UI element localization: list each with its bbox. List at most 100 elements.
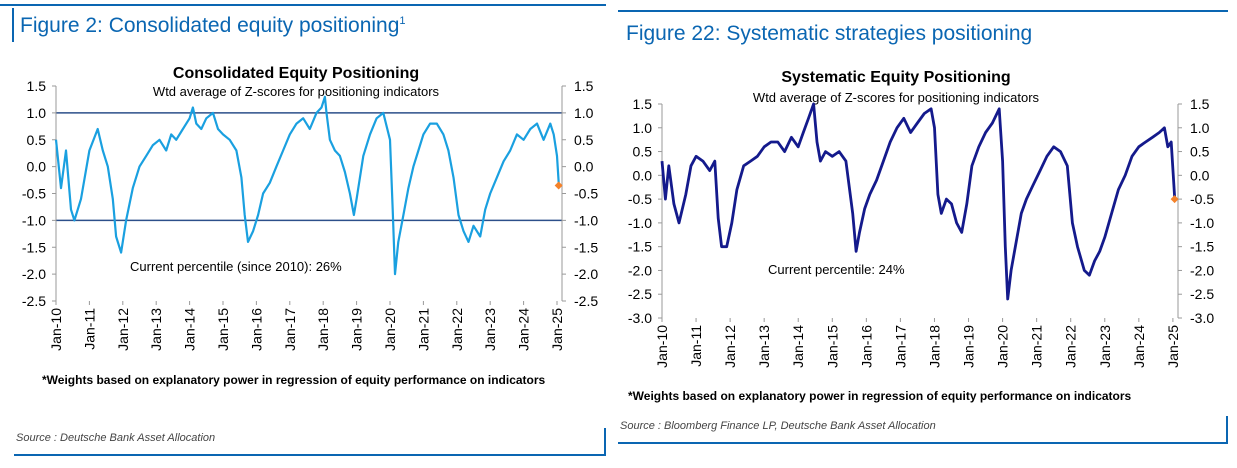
x-tick-label: Jan-21 — [1029, 325, 1045, 368]
x-tick-label: Jan-16 — [858, 325, 874, 368]
chart-subtitle: Wtd average of Z-scores for positioning … — [153, 84, 440, 99]
bottom-rule-accent — [604, 428, 606, 455]
x-tick-label: Jan-22 — [449, 308, 465, 351]
figure-title-rule — [618, 10, 1228, 12]
x-tick-label: Jan-20 — [995, 325, 1011, 368]
y-tick-label-left: 0.5 — [27, 132, 47, 148]
source-note: Source : Bloomberg Finance LP, Deutsche … — [620, 420, 936, 432]
x-tick-label: Jan-15 — [215, 308, 231, 351]
y-tick-label-left: -0.5 — [22, 186, 46, 202]
y-tick-label-right: 0.5 — [1190, 144, 1210, 160]
y-tick-label-right: -2.5 — [574, 293, 598, 309]
x-tick-label: Jan-21 — [415, 308, 431, 351]
x-tick-label: Jan-13 — [148, 308, 164, 351]
chart-footnote: *Weights based on explanatory power in r… — [42, 373, 546, 387]
x-tick-label: Jan-20 — [382, 308, 398, 351]
y-tick-label-left: 1.0 — [633, 120, 653, 136]
y-tick-label-right: 1.0 — [1190, 120, 1210, 136]
x-tick-label: Jan-18 — [315, 308, 331, 351]
y-tick-label-left: 1.5 — [27, 78, 47, 94]
x-tick-label: Jan-18 — [926, 325, 942, 368]
x-tick-label: Jan-24 — [516, 308, 532, 351]
percentile-annotation: Current percentile: 24% — [768, 262, 905, 277]
latest-value-marker — [554, 181, 563, 190]
y-tick-label-right: -1.5 — [1190, 239, 1214, 255]
y-tick-label-right: -2.5 — [1190, 286, 1214, 302]
latest-value-marker — [1170, 195, 1179, 204]
y-tick-label-left: -2.5 — [22, 293, 46, 309]
x-tick-label: Jan-22 — [1063, 325, 1079, 368]
y-tick-label-right: 0.0 — [1190, 167, 1210, 183]
chart-title: Systematic Equity Positioning — [781, 69, 1010, 86]
y-tick-label-left: 0.5 — [633, 144, 653, 160]
figure-2-panel: Figure 2: Consolidated equity positionin… — [0, 0, 612, 468]
x-tick-label: Jan-23 — [1097, 325, 1113, 368]
y-tick-label-right: 0.5 — [574, 132, 594, 148]
y-tick-label-left: -1.5 — [628, 239, 652, 255]
y-tick-label-right: -1.0 — [1190, 215, 1214, 231]
x-tick-label: Jan-24 — [1131, 325, 1147, 368]
x-tick-label: Jan-17 — [282, 308, 298, 351]
figure-title-text: Figure 22: Systematic strategies positio… — [626, 22, 1033, 45]
y-tick-label-right: -0.5 — [574, 186, 598, 202]
y-tick-label-left: 1.0 — [27, 105, 47, 121]
series-line — [660, 102, 1176, 301]
percentile-annotation: Current percentile (since 2010): 26% — [130, 259, 342, 274]
y-tick-label-right: -0.5 — [1190, 191, 1214, 207]
y-tick-label-right: -2.0 — [574, 266, 598, 282]
figure-title-rule — [0, 4, 606, 6]
x-tick-label: Jan-19 — [961, 325, 977, 368]
figure-title-accent — [12, 8, 14, 42]
source-note: Source : Deutsche Bank Asset Allocation — [16, 432, 216, 444]
x-tick-label: Jan-23 — [482, 308, 498, 351]
y-tick-label-left: -2.0 — [628, 262, 652, 278]
y-tick-label-right: -2.0 — [1190, 262, 1214, 278]
x-tick-label: Jan-17 — [892, 325, 908, 368]
consolidated-equity-positioning-chart: Consolidated Equity Positioning Wtd avera… — [22, 65, 598, 387]
chart-title: Consolidated Equity Positioning — [173, 65, 419, 82]
x-tick-label: Jan-14 — [790, 325, 806, 368]
chart-subtitle: Wtd average of Z-scores for positioning … — [753, 90, 1040, 105]
x-tick-label: Jan-12 — [115, 308, 131, 351]
figure-title-footnote-mark: 1 — [399, 15, 406, 27]
bottom-rule-accent — [1226, 416, 1228, 443]
y-tick-label-left: -2.0 — [22, 266, 46, 282]
figure-title: Figure 2: Consolidated equity positionin… — [20, 14, 406, 38]
bottom-rule — [618, 442, 1228, 444]
x-tick-label: Jan-19 — [349, 308, 365, 351]
y-tick-label-left: 0.0 — [27, 159, 47, 175]
figure-title-text: Figure 2: Consolidated equity positionin… — [20, 14, 400, 37]
y-tick-label-left: 0.0 — [633, 167, 653, 183]
y-tick-label-right: 0.0 — [574, 159, 594, 175]
x-tick-label: Jan-13 — [756, 325, 772, 368]
y-tick-label-left: -1.0 — [22, 212, 46, 228]
y-tick-label-right: 1.5 — [574, 78, 594, 94]
y-tick-label-left: -1.0 — [628, 215, 652, 231]
x-tick-label: Jan-25 — [1165, 325, 1181, 368]
figure-title: Figure 22: Systematic strategies positio… — [626, 22, 1032, 46]
y-tick-label-left: -0.5 — [628, 191, 652, 207]
y-tick-label-right: 1.0 — [574, 105, 594, 121]
y-tick-label-right: -1.5 — [574, 239, 598, 255]
x-tick-label: Jan-25 — [549, 308, 565, 351]
y-tick-label-left: 1.5 — [633, 96, 653, 112]
figure-22-panel: Figure 22: Systematic strategies positio… — [618, 0, 1237, 468]
y-tick-label-right: -1.0 — [574, 212, 598, 228]
x-tick-label: Jan-12 — [722, 325, 738, 368]
x-tick-label: Jan-16 — [248, 308, 264, 351]
x-tick-label: Jan-10 — [654, 325, 670, 368]
y-tick-label-left: -3.0 — [628, 310, 652, 326]
chart-footnote: *Weights based on explanatory power in r… — [628, 389, 1132, 403]
series-line — [54, 95, 560, 276]
x-tick-label: Jan-11 — [81, 308, 97, 350]
y-tick-label-right: 1.5 — [1190, 96, 1210, 112]
x-tick-label: Jan-11 — [688, 325, 704, 367]
y-tick-label-right: -3.0 — [1190, 310, 1214, 326]
y-tick-label-left: -2.5 — [628, 286, 652, 302]
x-tick-label: Jan-10 — [48, 308, 64, 351]
x-tick-label: Jan-15 — [824, 325, 840, 368]
x-tick-label: Jan-14 — [182, 308, 198, 351]
bottom-rule — [14, 454, 606, 456]
systematic-equity-positioning-chart: Systematic Equity Positioning Wtd average… — [628, 69, 1214, 403]
y-tick-label-left: -1.5 — [22, 239, 46, 255]
